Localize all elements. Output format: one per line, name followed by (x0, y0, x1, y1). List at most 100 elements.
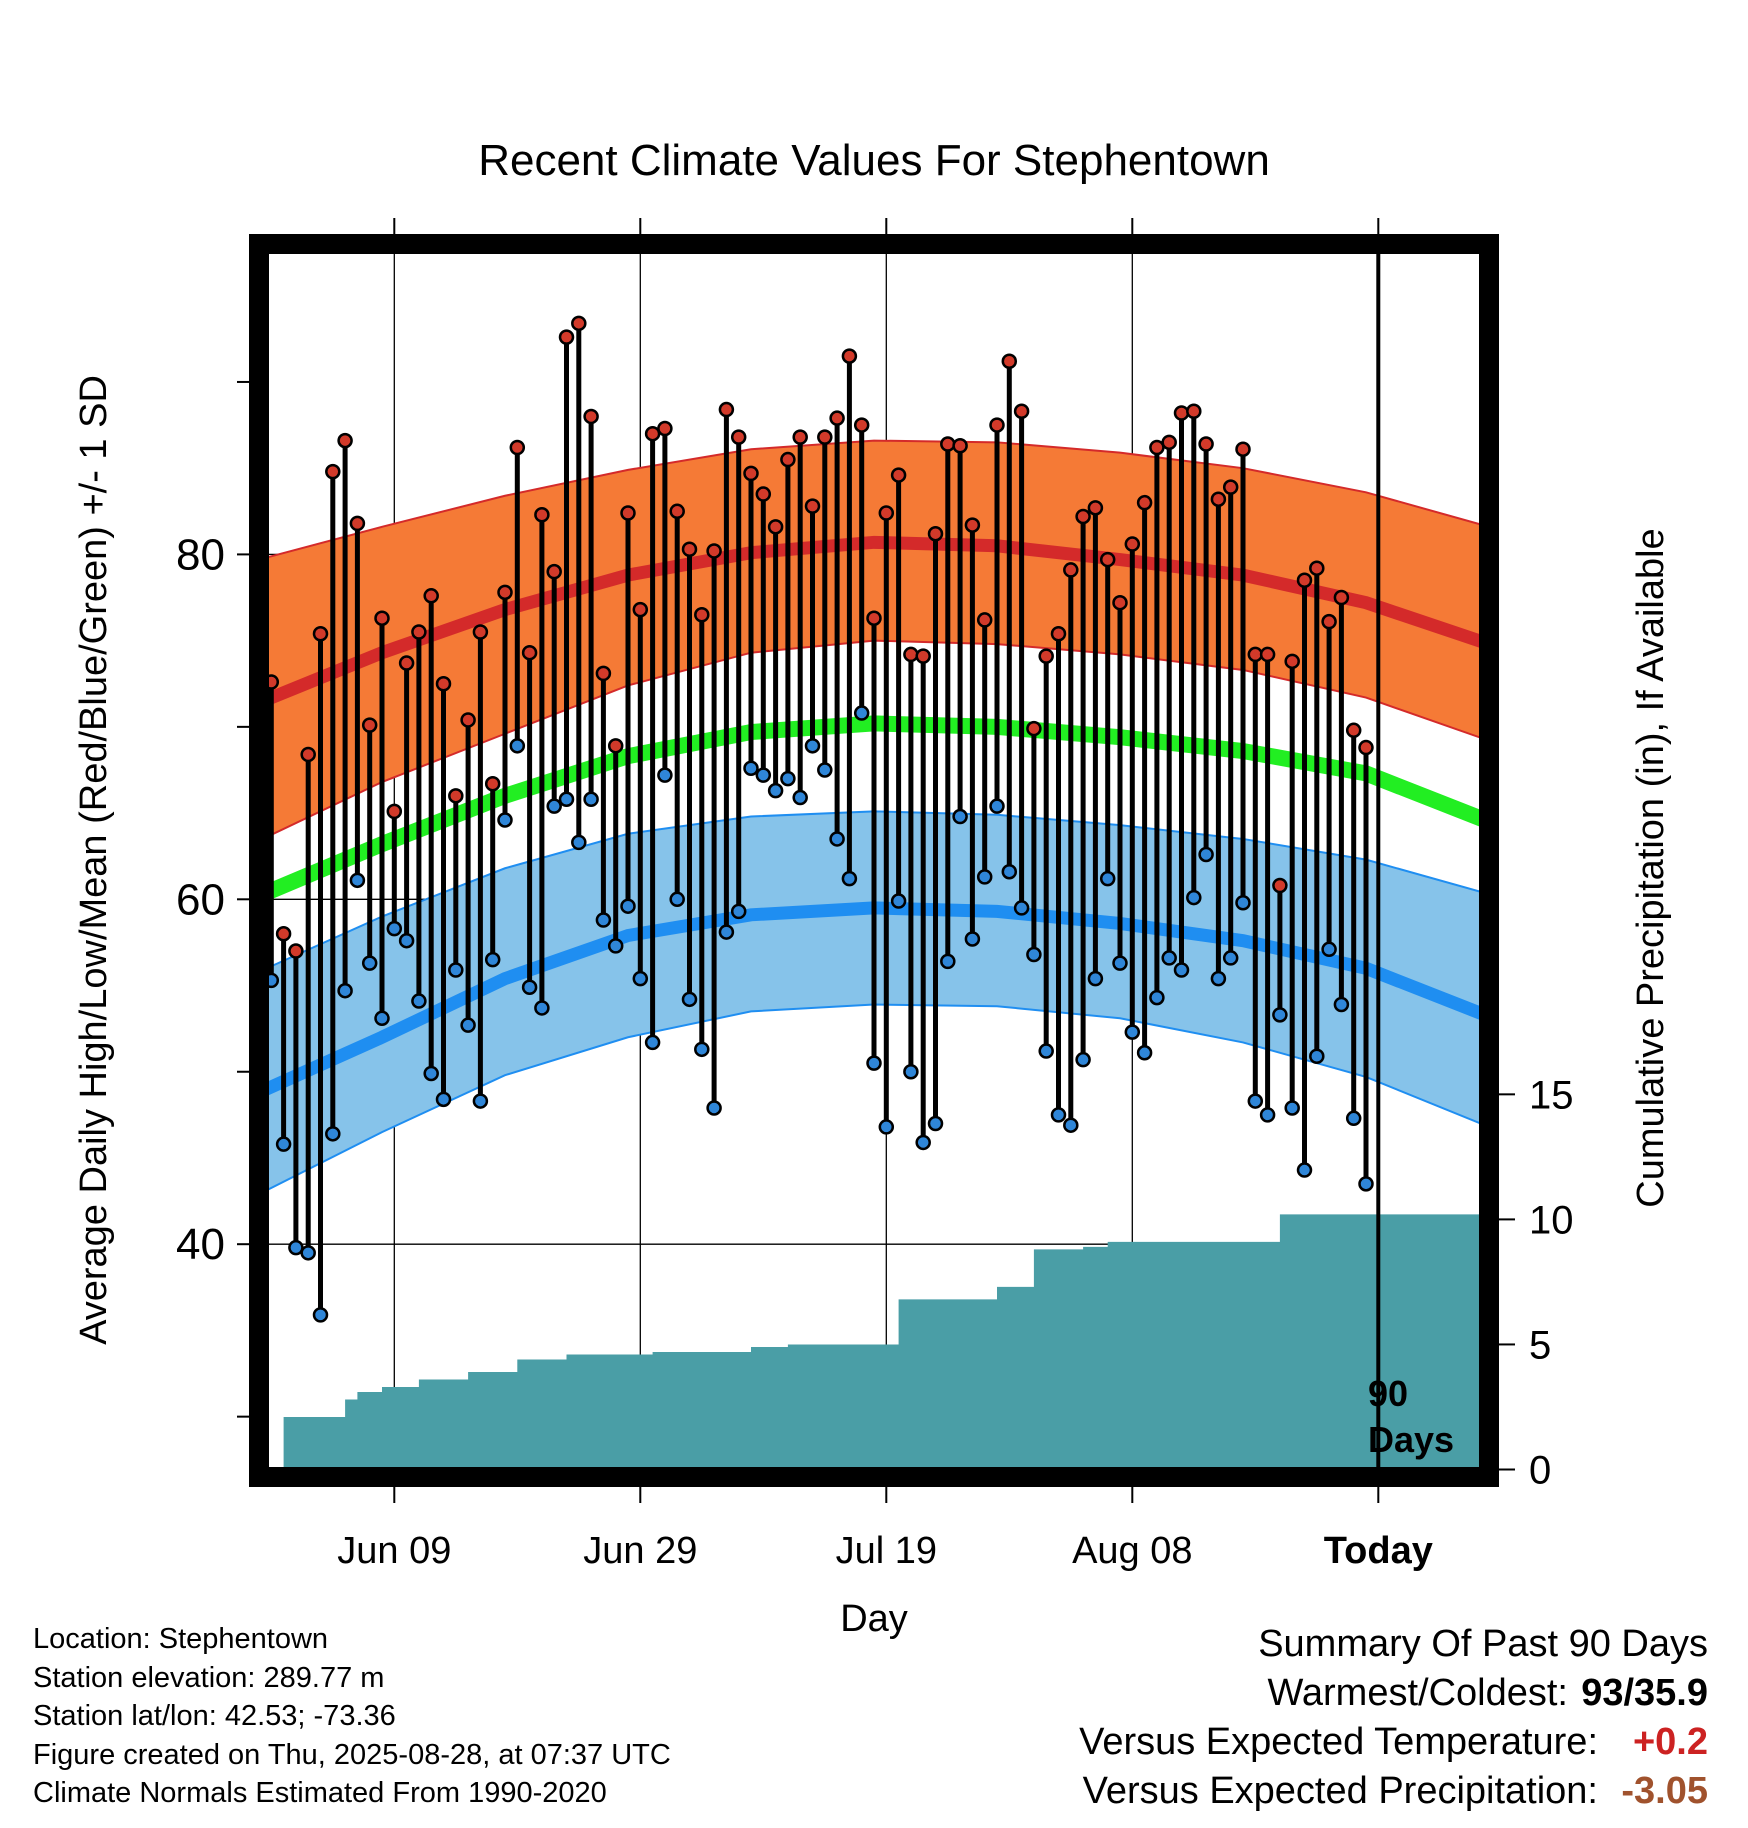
low-point-2 (288, 1239, 304, 1256)
low-point-18 (484, 951, 501, 968)
y-tick-label-60: 60 (176, 875, 225, 924)
high-point-38 (730, 429, 747, 445)
low-point-15 (448, 962, 464, 978)
high-normal-line (256, 535, 1492, 709)
chart-title: Recent Climate Values For Stephentown (478, 136, 1270, 185)
high-point-59 (989, 417, 1005, 433)
low-point-6 (337, 982, 353, 999)
low-point-61 (1013, 900, 1030, 916)
high-point-58 (976, 612, 993, 628)
high-point-26 (583, 408, 599, 425)
low-point-74 (1173, 962, 1190, 978)
high-point-4 (312, 625, 329, 642)
low-point-7 (349, 872, 366, 889)
high-point-79 (1235, 441, 1251, 457)
low-point-48 (853, 705, 870, 721)
station-info: Location: Stephentown Station elevation:… (33, 1620, 671, 1813)
high-point-17 (472, 624, 489, 640)
precip-label: Versus Expected Precipitation: (1082, 1770, 1598, 1812)
high-point-35 (694, 607, 710, 623)
high-point-30 (632, 601, 649, 618)
high-point-8 (361, 717, 378, 733)
low-point-28 (607, 938, 624, 954)
high-point-77 (1210, 491, 1227, 507)
high-point-67 (1087, 500, 1104, 516)
low-point-34 (681, 991, 698, 1008)
high-point-75 (1186, 403, 1202, 420)
high-point-55 (940, 436, 956, 452)
low-point-35 (694, 1041, 710, 1058)
low-point-39 (743, 760, 759, 776)
high-point-85 (1309, 560, 1325, 576)
low-point-76 (1198, 846, 1214, 863)
high-point-9 (374, 610, 390, 626)
low-point-65 (1063, 1117, 1079, 1133)
high-point-50 (878, 505, 895, 521)
low-point-57 (964, 931, 981, 947)
high-point-60 (1001, 353, 1018, 370)
y-axis-label: Average Daily High/Low/Mean (Red/Blue/Gr… (73, 375, 115, 1345)
today-marker: 90 Days (1368, 244, 1454, 1477)
low-point-10 (386, 920, 403, 937)
x-tick-label-2: Jul 19 (836, 1530, 937, 1572)
high-point-57 (964, 517, 981, 533)
high-point-61 (1013, 403, 1030, 420)
low-point-88 (1345, 1110, 1362, 1127)
high-point-51 (890, 467, 907, 483)
y2-tick-label-10: 10 (1529, 1198, 1574, 1242)
low-point-87 (1333, 996, 1350, 1013)
high-point-74 (1173, 405, 1190, 421)
high-point-89 (1358, 739, 1374, 756)
low-point-44 (804, 738, 821, 754)
y-tick-label-40: 40 (176, 1220, 225, 1269)
summary-warm-cold: Warmest/Coldest: 93/35.9 (1079, 1669, 1708, 1718)
high-point-10 (386, 803, 403, 820)
low-point-41 (767, 782, 784, 799)
high-point-42 (780, 451, 796, 468)
high-point-6 (337, 432, 353, 449)
low-point-64 (1050, 1107, 1067, 1123)
high-point-65 (1063, 562, 1079, 578)
low-point-33 (669, 891, 685, 908)
high-point-56 (952, 438, 968, 454)
high-point-83 (1284, 653, 1300, 670)
low-point-75 (1186, 889, 1202, 906)
low-point-72 (1149, 989, 1165, 1006)
y2-tick-label-5: 5 (1529, 1323, 1551, 1367)
low-point-26 (583, 791, 599, 808)
high-point-39 (743, 465, 759, 482)
high-point-49 (866, 610, 882, 626)
low-point-29 (620, 898, 636, 914)
high-point-7 (349, 515, 366, 532)
high-point-72 (1149, 439, 1165, 456)
low-point-19 (497, 812, 513, 828)
low-point-9 (374, 1010, 390, 1027)
high-point-66 (1075, 508, 1091, 525)
low-point-63 (1038, 1043, 1054, 1059)
low-point-59 (989, 798, 1005, 814)
low-point-47 (841, 870, 858, 887)
high-point-22 (534, 506, 550, 523)
low-point-51 (890, 893, 907, 909)
high-point-11 (398, 655, 415, 671)
high-point-34 (681, 541, 698, 557)
low-point-43 (792, 789, 808, 806)
x-tick-label-1: Jun 29 (583, 1530, 697, 1572)
precipitation-area (259, 1214, 1489, 1470)
high-point-28 (607, 738, 624, 754)
warm-cold-value: 93/35.9 (1581, 1672, 1708, 1714)
high-point-15 (448, 788, 464, 804)
low-point-17 (472, 1093, 489, 1109)
high-point-5 (325, 463, 341, 480)
low-point-38 (730, 903, 747, 920)
low-point-50 (878, 1119, 895, 1135)
daily-range-bars (263, 315, 1374, 1323)
precip-area (259, 1214, 1489, 1470)
high-point-44 (804, 498, 821, 514)
x-tick-label-4: Today (1324, 1530, 1433, 1572)
created-text: Figure created on Thu, 2025-08-28, at 07… (33, 1738, 671, 1771)
high-point-32 (657, 420, 673, 437)
low-point-46 (829, 831, 845, 847)
low-point-62 (1026, 946, 1042, 963)
low-point-23 (546, 798, 562, 814)
